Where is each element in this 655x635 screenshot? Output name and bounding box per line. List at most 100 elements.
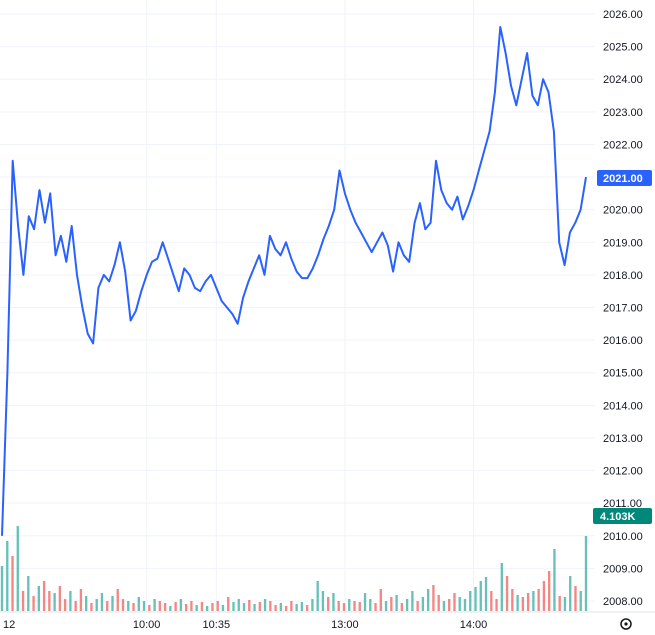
volume-label: 4.103K: [600, 511, 636, 523]
volume-bar: [584, 536, 588, 611]
volume-bar: [53, 593, 56, 611]
volume-bar: [390, 597, 393, 611]
volume-bar: [479, 581, 482, 611]
volume-bar: [574, 586, 577, 611]
volume-bar: [463, 599, 467, 611]
price-line[interactable]: [1, 26, 587, 536]
volume-bar: [490, 591, 493, 611]
volume-bar: [148, 605, 151, 611]
volume-bar: [348, 599, 351, 611]
volume-bar: [106, 601, 109, 611]
volume-bar: [232, 602, 235, 611]
volume-bar: [269, 601, 272, 611]
volume-bar: [484, 577, 488, 611]
volume-bar: [327, 597, 330, 611]
volume-bar: [563, 597, 567, 611]
y-tick-label: 2009.00: [603, 563, 643, 575]
y-tick-label: 2018.00: [603, 270, 643, 282]
volume-bar: [395, 595, 398, 611]
volume-bar: [547, 571, 551, 611]
volume-bar: [363, 593, 367, 611]
volume-bar: [195, 605, 198, 611]
x-tick-label: 14:00: [460, 619, 488, 631]
y-tick-label: 2020.00: [603, 205, 643, 217]
x-tick-label: 12: [3, 619, 15, 631]
volume-bar: [474, 587, 477, 611]
volume-bar: [179, 599, 183, 611]
volume-bar: [495, 599, 498, 611]
settings-button[interactable]: [620, 618, 632, 630]
volume-bar: [369, 599, 372, 611]
volume-bar: [411, 591, 414, 611]
volume-bar: [132, 603, 135, 611]
volume-bar: [37, 586, 41, 611]
volume-bar: [58, 586, 62, 611]
volume-bar: [332, 593, 335, 611]
y-tick-label: 2008.00: [603, 596, 643, 608]
volume-bar: [426, 589, 430, 611]
volume-bar: [100, 593, 104, 611]
x-tick-label: 10:00: [133, 619, 161, 631]
volume-bar: [442, 601, 446, 611]
x-tick-label: 10:35: [203, 619, 231, 631]
y-tick-label: 2015.00: [603, 368, 643, 380]
volume-bar: [537, 589, 540, 611]
volume-bar: [216, 601, 219, 611]
y-tick-label: 2019.00: [603, 237, 643, 249]
volume-bar: [227, 597, 230, 611]
y-tick-label: 2011.00: [603, 498, 642, 510]
volume-bar: [526, 593, 530, 611]
y-tick-label: 2012.00: [603, 466, 643, 478]
volume-bar: [90, 603, 93, 611]
volume-bar: [353, 601, 356, 611]
volume-bar: [48, 591, 51, 611]
volume-bar: [121, 599, 125, 611]
volume-bar: [69, 591, 72, 611]
volume-bar: [384, 601, 388, 611]
volume-bar: [358, 602, 361, 611]
volume-bar: [32, 596, 35, 611]
y-tick-label: 2014.00: [603, 400, 643, 412]
volume-bar: [521, 597, 525, 611]
volume-bar: [163, 603, 167, 611]
volume-bar: [458, 597, 461, 611]
volume-bar: [453, 593, 456, 611]
volume-bar: [579, 591, 582, 611]
volume-bar: [400, 603, 404, 611]
volume-bar: [221, 605, 225, 611]
volume-bar: [153, 599, 156, 611]
volume-bar: [416, 601, 419, 611]
y-tick-label: 2024.00: [603, 74, 643, 86]
volume-bar: [316, 581, 319, 611]
volume-bar: [258, 602, 261, 611]
y-tick-label: 2025.00: [603, 42, 643, 54]
volume-bar: [79, 589, 83, 611]
volume-badge-bg: [593, 508, 652, 524]
y-tick-label: 2026.00: [603, 9, 643, 21]
time-axis[interactable]: 12 10:00 10:35 13:00 14:00: [0, 611, 655, 631]
volume-bar: [311, 599, 314, 611]
settings-gear-core: [624, 622, 628, 626]
volume-bar: [505, 576, 509, 611]
volume-bar: [127, 601, 130, 611]
volume-bar: [242, 603, 246, 611]
volume-bar: [206, 606, 209, 611]
volume-bar: [116, 589, 119, 611]
volume-bar: [85, 596, 88, 611]
volume-bar: [553, 549, 556, 611]
volume-bar: [184, 604, 188, 611]
settings-gear-icon[interactable]: [620, 618, 632, 630]
volume-bar: [263, 599, 267, 611]
grid-lines: [0, 0, 595, 612]
volume-bar: [432, 585, 435, 611]
volume-bar: [190, 601, 193, 611]
y-tick-label: 2016.00: [603, 335, 643, 347]
volume-bar: [437, 595, 440, 611]
volume-bar: [11, 556, 14, 611]
volume-bar: [500, 563, 503, 611]
volume-bar: [42, 581, 46, 611]
volume-bar: [532, 591, 535, 611]
volume-badge: 4.103K: [593, 508, 652, 524]
volume-bar: [237, 599, 240, 611]
